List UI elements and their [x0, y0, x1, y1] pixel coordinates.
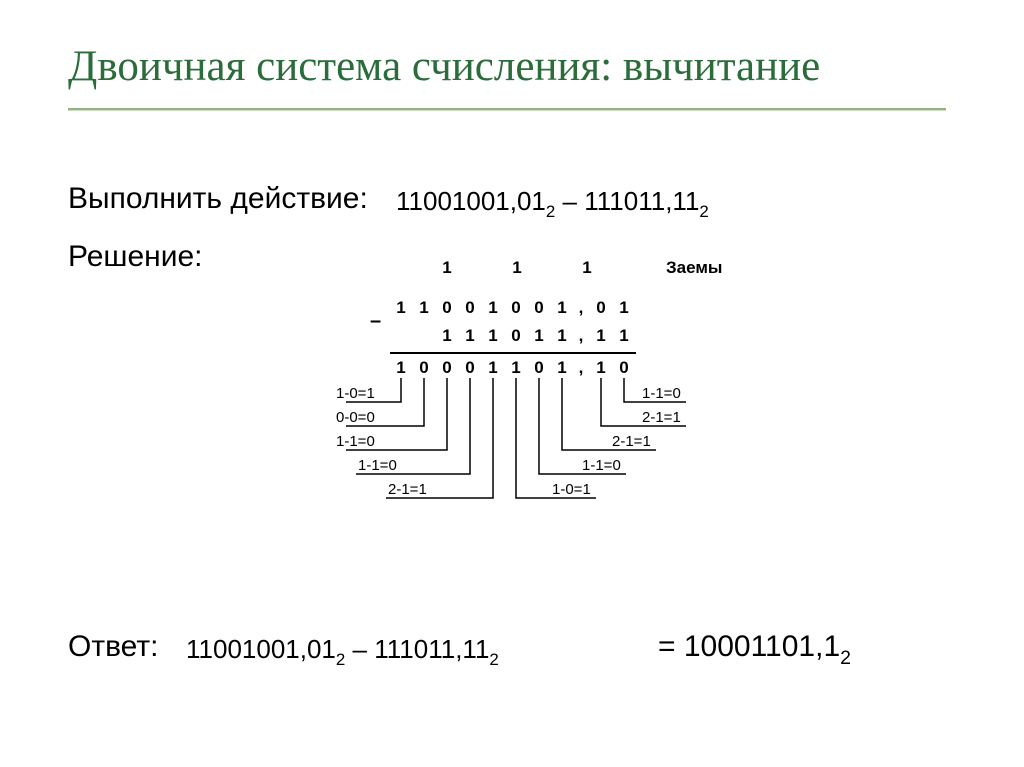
- task-expression: 11001001,012 – 111011,112: [396, 186, 709, 217]
- anno-right: 1-1=0: [582, 457, 621, 474]
- base-sub-1: 2: [546, 202, 555, 221]
- subtrahend-text: 111011,11: [584, 186, 699, 216]
- ans-a: 11001001,01: [186, 634, 336, 664]
- ans-minus: –: [353, 634, 375, 664]
- anno-right: 1-1=0: [642, 385, 681, 402]
- anno-left: 1-0=1: [336, 385, 375, 402]
- base-sub-2: 2: [699, 202, 708, 221]
- slide-title: Двоичная система счисления: вычитание: [68, 42, 984, 91]
- anno-right: 2-1=1: [642, 409, 681, 426]
- annotation-lines: [346, 258, 776, 548]
- title-underline: [68, 108, 946, 111]
- minuend-text: 11001001,01: [396, 186, 546, 216]
- answer-expression: 11001001,012 – 111011,112: [186, 634, 499, 665]
- solution-label: Решение:: [68, 240, 202, 274]
- base-sub-4: 2: [489, 650, 498, 669]
- calculation-diagram: 1 1 1 Заемы – 1 1 0 0 1 0 0 1 , 0 1 1 1 …: [346, 258, 776, 548]
- anno-right: 2-1=1: [612, 433, 651, 450]
- anno-left: 2-1=1: [388, 481, 427, 498]
- base-sub-5: 2: [840, 647, 851, 669]
- ans-b: 111011,11: [374, 634, 489, 664]
- anno-left: 1-1=0: [336, 433, 375, 450]
- anno-left: 1-1=0: [358, 457, 397, 474]
- answer-label: Ответ:: [68, 630, 158, 664]
- anno-right: 1-0=1: [552, 481, 591, 498]
- base-sub-3: 2: [336, 650, 345, 669]
- answer-result: = 10001101,12: [658, 630, 851, 664]
- slide: Двоичная система счисления: вычитание Вы…: [0, 0, 1024, 767]
- minus-text: –: [563, 186, 585, 216]
- result-text: 10001101,1: [684, 630, 840, 663]
- anno-left: 0-0=0: [336, 409, 375, 426]
- task-label: Выполнить действие:: [68, 182, 368, 216]
- equals-text: =: [658, 630, 684, 663]
